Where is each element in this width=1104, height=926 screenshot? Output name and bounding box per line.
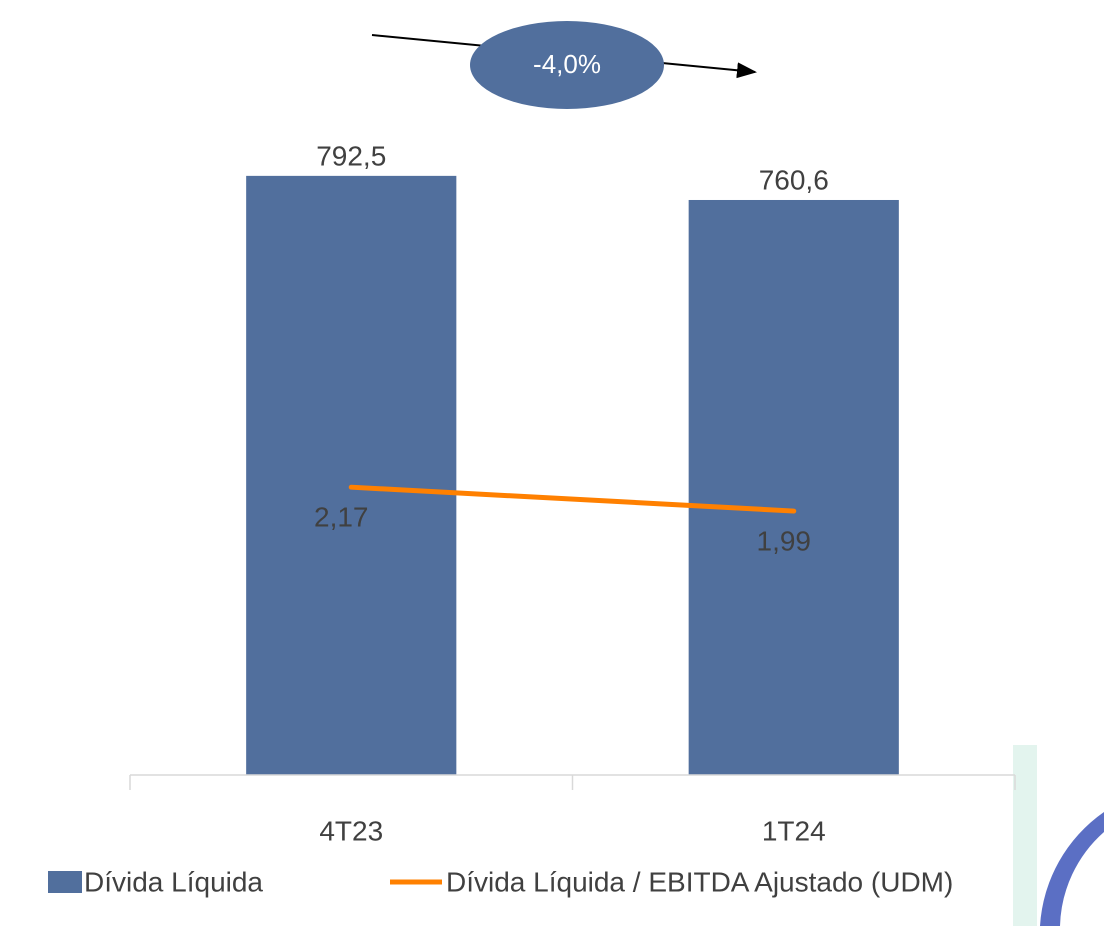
decor-bar — [1013, 745, 1037, 926]
x-tick-label: 4T23 — [319, 815, 383, 846]
x-tick-label: 1T24 — [762, 815, 826, 846]
legend-label: Dívida Líquida — [84, 866, 263, 897]
annotation-bubble — [470, 21, 664, 109]
annotation: -4,0% — [533, 49, 601, 79]
plot: 792,5 760,6 4T23 1T24 2,17 1,99 — [129, 140, 1016, 846]
value-label: 1,99 — [757, 525, 812, 556]
line — [348, 484, 797, 514]
legend-label: Dívida Líquida / EBITDA Ajustado (UDM) — [446, 866, 953, 897]
value-label: 2,17 — [314, 502, 369, 533]
value-label: 792,5 — [316, 140, 386, 171]
bar — [688, 199, 899, 776]
decor-arc — [1040, 812, 1104, 926]
value-label: 760,6 — [759, 164, 829, 195]
bar — [246, 175, 457, 775]
legend-swatch — [48, 871, 82, 893]
